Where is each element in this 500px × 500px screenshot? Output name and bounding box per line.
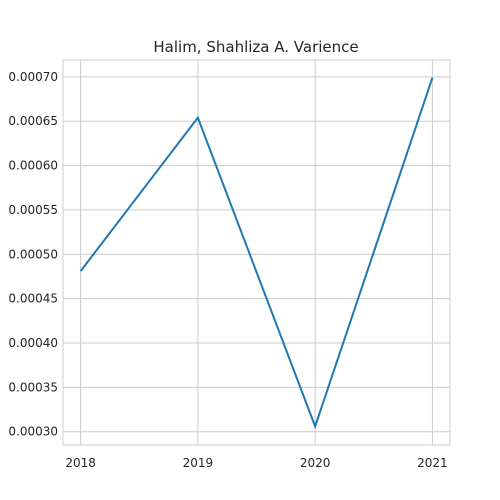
x-tick-label: 2019 (183, 456, 214, 470)
y-tick-label: 0.00060 (8, 159, 58, 173)
y-tick-label: 0.00040 (8, 336, 58, 350)
x-tick-label: 2021 (417, 456, 448, 470)
plot-area (62, 59, 451, 446)
series-line (79, 77, 434, 430)
chart-title: Halim, Shahliza A. Varience (153, 38, 358, 56)
x-axis-ticks: 2018 2019 2020 2021 (65, 456, 447, 470)
x-tick-label: 2018 (65, 456, 96, 470)
y-tick-label: 0.00065 (8, 114, 58, 128)
x-tick-label: 2020 (300, 456, 331, 470)
y-tick-label: 0.00030 (8, 425, 58, 439)
y-axis-ticks: 0.00030 0.00035 0.00040 0.00045 0.00050 0.000… (8, 70, 58, 439)
y-tick-label: 0.00045 (8, 292, 58, 306)
y-tick-label: 0.00035 (8, 380, 58, 394)
series-group (79, 77, 434, 430)
y-tick-label: 0.00055 (8, 203, 58, 217)
y-tick-label: 0.00050 (8, 247, 58, 261)
y-tick-label: 0.00070 (8, 70, 58, 84)
grid-lines (63, 60, 450, 445)
